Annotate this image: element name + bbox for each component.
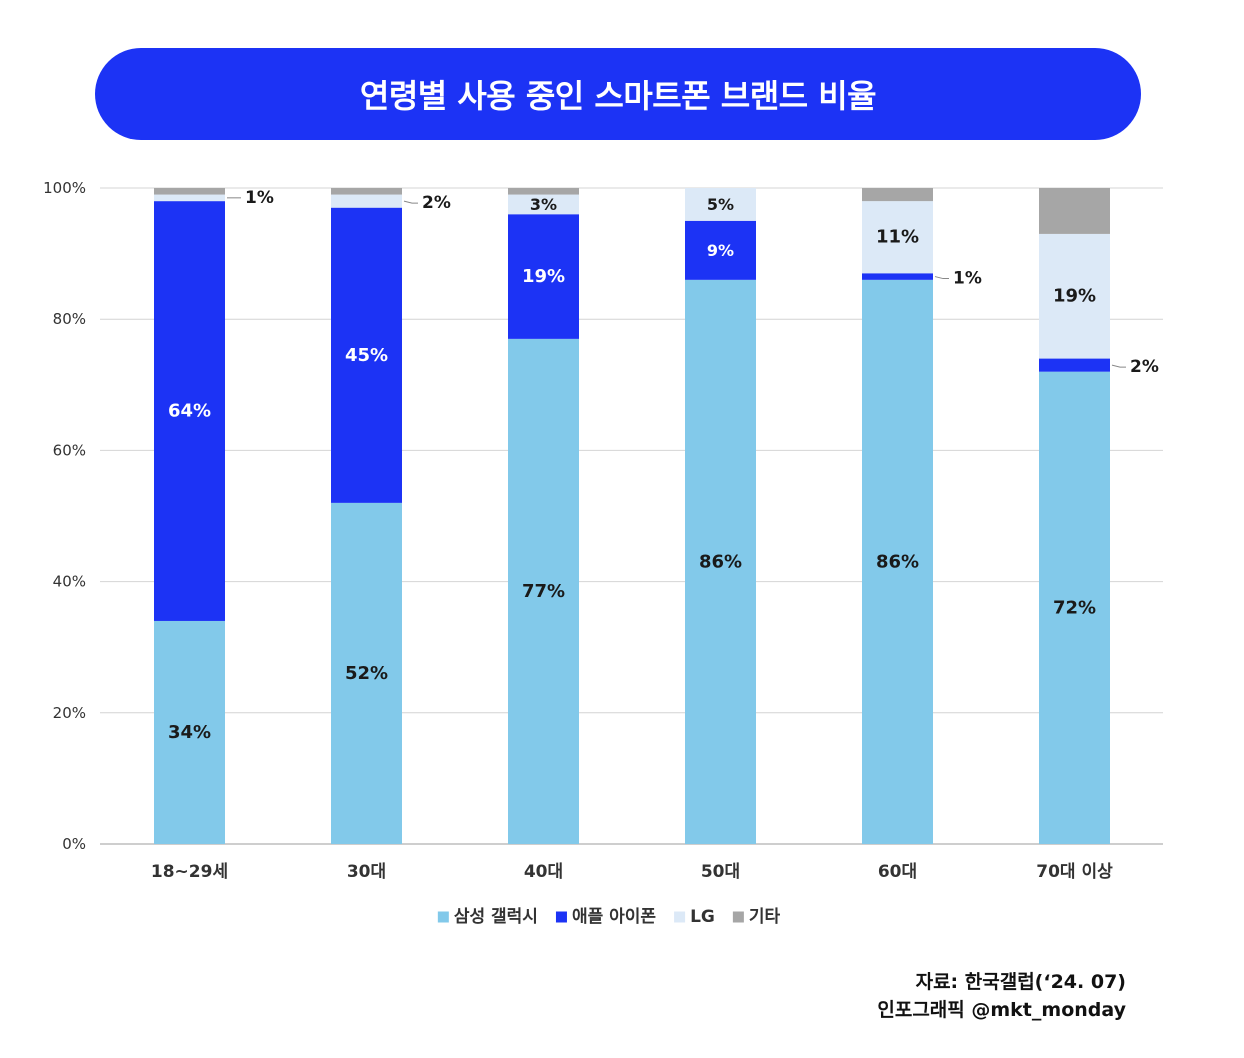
chart-title: 연령별 사용 중인 스마트폰 브랜드 비율 (359, 77, 877, 115)
bar-segment (331, 207, 402, 503)
label-leader-line (403, 200, 418, 204)
data-label: 19% (1053, 286, 1096, 307)
legend-label: LG (690, 907, 715, 927)
x-tick-label: 40대 (524, 862, 563, 882)
y-tick-label: 0% (62, 835, 86, 853)
bar-segment (154, 620, 225, 844)
data-label: 11% (876, 227, 919, 248)
data-label: 72% (1053, 597, 1096, 618)
label-leader-line (1111, 364, 1126, 368)
bar-segment (1039, 358, 1110, 372)
bar-segment (685, 279, 756, 845)
bar-segment (331, 502, 402, 844)
x-tick-label: 30대 (347, 862, 386, 882)
bar-segment (331, 194, 402, 208)
data-label: 34% (168, 722, 211, 743)
y-tick-label: 40% (53, 573, 86, 591)
legend-swatch (555, 911, 567, 923)
bar-segment (154, 201, 225, 621)
bar-segment (685, 220, 756, 280)
data-label: 1% (245, 188, 274, 208)
legend-label: 삼성 갤럭시 (454, 907, 538, 927)
data-label: 77% (522, 581, 565, 602)
legend-label: 기타 (749, 907, 781, 927)
legend-label: 애플 아이폰 (572, 907, 656, 927)
bar-segment (862, 188, 933, 202)
data-label: 52% (345, 663, 388, 684)
data-label: 5% (707, 195, 734, 214)
data-label: 2% (1130, 357, 1159, 377)
x-tick-label: 60대 (878, 862, 917, 882)
bar-segment (331, 188, 402, 195)
data-label: 9% (707, 241, 734, 260)
credit-line: 인포그래픽 @mkt_monday (877, 999, 1126, 1021)
data-label: 2% (422, 193, 451, 213)
bar-segment (508, 214, 579, 339)
data-label: 19% (522, 266, 565, 287)
bar-segment (862, 201, 933, 274)
bar-segment (1039, 371, 1110, 844)
y-tick-label: 60% (53, 441, 86, 459)
y-tick-label: 80% (53, 310, 86, 328)
data-label: 64% (168, 401, 211, 422)
x-tick-label: 50대 (701, 862, 740, 882)
source-note: 자료: 한국갤럽(‘24. 07) 인포그래픽 @mkt_monday (877, 968, 1126, 1024)
x-tick-label: 70대 이상 (1036, 862, 1113, 882)
bar-segment (862, 273, 933, 280)
data-label: 86% (699, 551, 742, 572)
bar-segment (154, 194, 225, 202)
bar-segment (508, 338, 579, 844)
data-label: 3% (530, 195, 557, 214)
bar-segment (508, 194, 579, 215)
bar-segment (154, 188, 225, 195)
data-label: 86% (876, 551, 919, 572)
y-tick-label: 100% (43, 179, 86, 197)
bar-segment (862, 279, 933, 845)
label-leader-line (934, 276, 949, 280)
bar-segment (1039, 188, 1110, 234)
data-label: 1% (953, 269, 982, 289)
legend-swatch (732, 911, 744, 923)
source-line: 자료: 한국갤럽(‘24. 07) (915, 971, 1126, 993)
y-tick-label: 20% (53, 704, 86, 722)
legend-swatch (674, 911, 686, 923)
x-tick-label: 18~29세 (151, 862, 228, 882)
title-banner: 연령별 사용 중인 스마트폰 브랜드 비율 (95, 48, 1141, 140)
data-label: 45% (345, 345, 388, 366)
bar-segment (685, 188, 756, 221)
bar-segment (508, 188, 579, 195)
legend-swatch (437, 911, 449, 923)
bar-segment (1039, 233, 1110, 359)
